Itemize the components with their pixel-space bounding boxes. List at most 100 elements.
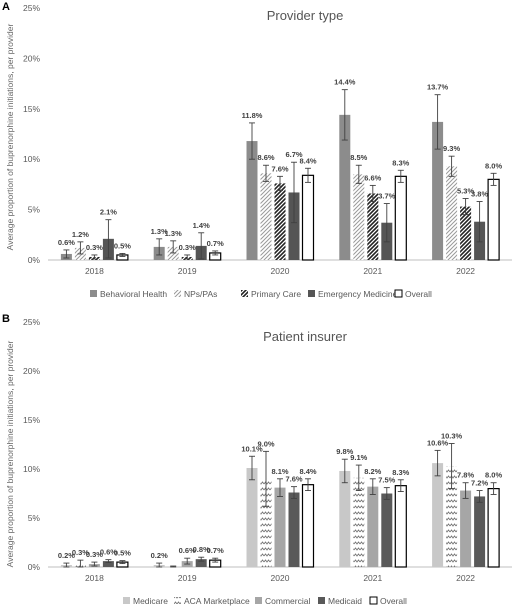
data-label-medicare-2019: 0.2%	[151, 551, 168, 560]
error-bar-behavioral-health-2021	[341, 89, 348, 141]
data-label-medicare-2022: 10.6%	[427, 438, 449, 447]
y-tick-label: 5%	[28, 205, 41, 215]
bar-commercial-2020	[274, 487, 286, 567]
data-label-nps-pas-2018: 1.2%	[72, 230, 89, 239]
data-label-overall-2021: 8.3%	[392, 468, 409, 477]
y-tick-label: 0%	[28, 255, 41, 265]
data-label-overall-2019: 0.7%	[207, 239, 224, 248]
data-label-commercial-2018: 0.3%	[86, 550, 103, 559]
y-tick-label: 20%	[23, 53, 40, 63]
data-label-aca-marketplace-2021: 9.1%	[350, 453, 367, 462]
legend-item-commercial: Commercial	[255, 596, 310, 606]
y-axis-title: Average proportion of buprenorphine init…	[5, 341, 15, 568]
panel-label: B	[2, 313, 10, 325]
bar-commercial-2022	[460, 490, 472, 567]
data-label-commercial-2022: 7.8%	[457, 471, 474, 480]
y-tick-label: 25%	[23, 3, 40, 13]
error-bar-medicare-2020	[249, 455, 255, 481]
legend-label: ACA Marketplace	[184, 596, 250, 606]
error-bar-overall-2018	[119, 560, 126, 565]
legend-label: Overall	[380, 596, 407, 606]
data-label-medicaid-2022: 7.2%	[471, 479, 488, 488]
legend-swatch	[174, 290, 181, 297]
error-bar-primary-care-2021	[369, 184, 376, 202]
y-tick-label: 10%	[23, 464, 40, 474]
bar-groups: 0.2%0.3%0.3%0.6%0.5% 0.2%0.6%0.8%0.7%10.1…	[58, 432, 502, 568]
error-bar-medicare-2022	[434, 449, 441, 477]
data-label-primary-care-2019: 0.3%	[179, 243, 196, 252]
data-label-nps-pas-2022: 9.3%	[443, 144, 460, 153]
data-label-medicaid-2018: 0.6%	[100, 548, 117, 557]
data-label-primary-care-2018: 0.3%	[86, 243, 103, 252]
data-label-behavioral-health-2020: 11.8%	[242, 111, 263, 120]
data-label-overall-2022: 8.0%	[485, 471, 502, 480]
legend-label: Overall	[405, 289, 432, 299]
panel-a: A Provider type Average proportion of bu…	[2, 1, 512, 299]
bar-primary-care-2021	[367, 193, 379, 260]
chart-title: Patient insurer	[263, 329, 347, 344]
y-axis-title: Average proportion of buprenorphine init…	[5, 24, 15, 251]
bar-medicare-2020	[246, 468, 258, 567]
error-bar-emergency-medicine-2019	[198, 232, 205, 260]
error-bar-overall-2021	[397, 169, 404, 183]
bar-medicare-2021	[339, 470, 351, 567]
error-bar-emergency-medicine-2020	[291, 161, 297, 224]
legend-label: Medicaid	[328, 596, 362, 606]
error-bar-primary-care-2020	[277, 175, 283, 191]
error-bar-overall-2019	[212, 557, 219, 563]
legend-swatch	[318, 597, 325, 604]
data-label-nps-pas-2021: 8.5%	[350, 153, 367, 162]
data-label-primary-care-2022: 5.3%	[457, 187, 474, 196]
legend-swatch	[308, 290, 315, 297]
error-bar-overall-2022	[490, 482, 497, 495]
error-bar-overall-2020	[305, 478, 311, 492]
error-bar-primary-care-2018	[91, 254, 98, 260]
error-bar-commercial-2022	[462, 482, 469, 499]
error-bar-behavioral-health-2020	[249, 122, 255, 160]
data-label-medicare-2020: 10.1%	[241, 444, 263, 453]
error-bar-medicare-2021	[341, 458, 348, 484]
legend-item-nps-pas: NPs/PAs	[174, 289, 217, 299]
bar-medicare-2022	[432, 463, 444, 567]
data-label-medicare-2021: 9.8%	[336, 447, 353, 456]
data-label-overall-2020: 8.4%	[299, 467, 316, 476]
legend-item-medicaid: Medicaid	[318, 596, 362, 606]
bar-overall-2021	[394, 175, 407, 261]
y-tick-label: 25%	[23, 317, 40, 327]
x-tick-label: 2022	[456, 573, 475, 583]
error-bar-overall-2021	[397, 479, 404, 492]
bar-aca-marketplace-2021	[353, 477, 365, 567]
error-bar-behavioral-health-2022	[434, 94, 441, 150]
legend-item-behavioral-health: Behavioral Health	[90, 289, 167, 299]
data-label-primary-care-2020: 7.6%	[271, 164, 288, 173]
data-label-aca-marketplace-2018: 0.3%	[72, 548, 89, 557]
error-bar-commercial-2019	[184, 557, 191, 565]
data-label-commercial-2020: 8.1%	[271, 467, 288, 476]
data-label-behavioral-health-2022: 13.7%	[427, 83, 449, 92]
legend: Medicare ACA Marketplace Commercial Medicai…	[123, 596, 407, 606]
data-label-overall-2018: 0.5%	[114, 241, 131, 250]
error-bar-aca-marketplace-2021	[355, 464, 362, 492]
data-label-overall-2020: 8.4%	[299, 156, 316, 165]
bar-behavioral-health-2020	[246, 141, 258, 260]
y-tick-label: 20%	[23, 366, 40, 376]
x-tick-label: 2021	[363, 573, 382, 583]
data-label-behavioral-health-2021: 14.4%	[334, 78, 356, 87]
legend-swatch	[255, 597, 262, 604]
data-label-behavioral-health-2019: 1.3%	[151, 227, 168, 236]
error-bar-nps-pas-2021	[355, 164, 362, 184]
data-label-commercial-2019: 0.6%	[179, 546, 196, 555]
error-bar-behavioral-health-2018	[63, 249, 70, 259]
error-bar-commercial-2021	[369, 478, 376, 495]
data-label-overall-2019: 0.7%	[207, 546, 224, 555]
error-bar-aca-marketplace-2020	[263, 450, 269, 507]
panel-label: A	[2, 1, 10, 13]
error-bar-medicaid-2020	[291, 486, 297, 499]
legend-swatch	[123, 597, 130, 604]
y-tick-label: 5%	[28, 513, 41, 523]
bar-nps-pas-2020	[260, 173, 272, 260]
bar-medicaid-2018	[102, 561, 114, 567]
x-tick-label: 2022	[456, 266, 475, 276]
legend-label: Commercial	[265, 596, 310, 606]
